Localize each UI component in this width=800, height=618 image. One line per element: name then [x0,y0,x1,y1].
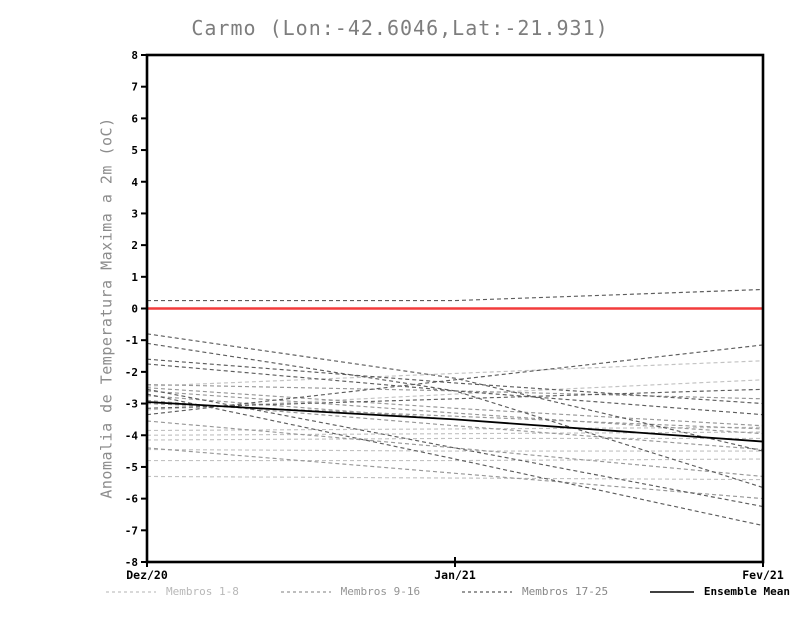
member-line [146,379,764,411]
member-line [146,360,764,387]
member-line [146,390,764,435]
x-axis-tick-label: Jan/21 [434,568,476,582]
y-axis-tick-label: -7 [125,524,138,537]
member-line [146,342,764,489]
y-axis-tick-label: 7 [131,81,138,94]
y-axis-tick-label: 6 [131,112,138,125]
y-axis-tick-label: 0 [131,303,138,316]
legend-item-membros-9-16: Membros 9-16 [279,585,420,598]
legend-label: Membros 1-8 [166,585,239,598]
y-axis-tick-label: 2 [131,239,138,252]
member-line [146,437,763,441]
legend-item-membros-1-8: Membros 1-8 [104,585,239,598]
member-line [146,388,764,409]
member-line [146,431,764,436]
x-axis-tick-label: Dez/20 [126,568,168,582]
member-line [146,475,764,481]
dashed-line-swatch [280,590,331,593]
member-line [146,448,763,452]
member-line [146,426,764,432]
solid-line-swatch [649,590,694,593]
y-axis-tick-label: 5 [131,144,138,157]
y-axis-tick-label: -2 [125,366,138,379]
y-axis-tick-label: 1 [131,271,138,284]
member-line [146,402,764,430]
member-line [146,358,764,405]
member-line [146,344,764,416]
member-line [146,387,764,427]
legend: Membros 1-8 Membros 9-16 Membros 17-25 E… [104,585,790,598]
member-line [146,393,764,527]
chart-title: Carmo (Lon:-42.6046,Lat:-21.931) [191,16,609,40]
legend-label: Membros 17-25 [521,585,609,598]
y-axis-tick-label: 4 [131,176,138,189]
member-line [146,447,764,500]
y-axis-tick-label: -3 [125,398,138,411]
member-line [146,383,764,400]
y-axis-tick-label: -5 [125,461,138,474]
legend-label: Membros 9-16 [340,585,421,598]
y-axis-tick-label: -4 [125,429,139,442]
dashed-line-swatch [461,590,512,593]
y-axis-tick-label: -6 [125,493,139,506]
member-line [146,399,764,451]
legend-label: Ensemble Mean [703,585,790,598]
y-axis-tick-label: 8 [131,49,138,62]
member-line [147,458,764,462]
x-axis-tick-label: Fev/21 [742,568,784,582]
member-line [146,420,764,478]
legend-item-ensemble-mean: Ensemble Mean [648,585,790,598]
member-line [146,363,764,416]
y-axis-tick-label: -8 [125,556,138,569]
legend-item-membros-17-25: Membros 17-25 [460,585,608,598]
y-axis-tick-label: -1 [125,334,139,347]
member-line [147,288,764,302]
dashed-line-swatch [106,590,156,593]
member-line [146,333,764,452]
y-axis-tick-label: 3 [131,207,138,220]
ensemble-mean-line [146,401,764,443]
